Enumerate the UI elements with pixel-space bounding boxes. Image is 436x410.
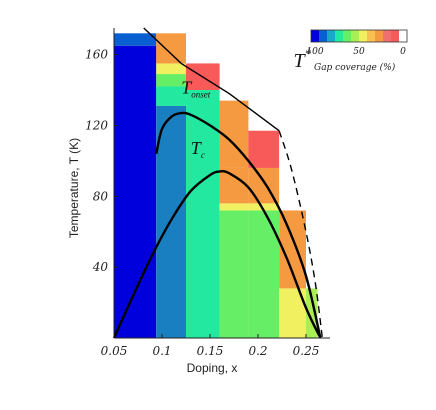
legend-tick-label: 50 [353, 47, 365, 57]
x-tick-label: 0.05 [101, 344, 128, 358]
curve-label: Tc [191, 138, 205, 160]
legend-colorbar-border [310, 29, 408, 43]
coverage-cell [219, 210, 249, 338]
y-tick-label: 80 [93, 189, 109, 203]
coverage-cell [114, 33, 157, 46]
series-line [278, 130, 324, 339]
series-line [143, 27, 280, 132]
legend-swatch [375, 30, 384, 42]
legend-swatch [367, 30, 376, 42]
annotations: T* Tonset Tc [181, 46, 311, 160]
curve-label: T* [294, 46, 312, 72]
coverage-cell [156, 33, 186, 64]
coverage-cell [156, 63, 186, 75]
x-tick-label: 0.15 [197, 344, 224, 358]
legend-tick-label: 100 [306, 47, 323, 57]
y-tick-label: 160 [85, 48, 108, 62]
series-line [112, 170, 322, 339]
legend-swatch [327, 30, 336, 42]
legend-swatch [319, 30, 328, 42]
curves [112, 27, 324, 339]
legend-swatch [391, 30, 400, 42]
series-line [155, 111, 322, 339]
legend-swatch [351, 30, 360, 42]
y-axis-label: Temperature, T (K) [67, 138, 81, 238]
y-tick-label: 40 [92, 260, 109, 274]
x-ticks: 0.05 0.1 0.15 0.2 0.25 [101, 334, 320, 358]
legend-swatch [343, 30, 352, 42]
coverage-cell [186, 132, 220, 338]
legend-swatch [335, 30, 344, 42]
coverage-cell [219, 167, 249, 204]
coverage-cell [248, 130, 280, 168]
x-axis-label: Doping, x [187, 361, 238, 375]
legend-swatch [383, 30, 392, 42]
x-tick-label: 0.2 [248, 344, 267, 358]
legend-ticks: 100 50 0 [306, 47, 406, 57]
y-tick-label: 120 [85, 118, 108, 132]
legend-title: Gap coverage (%) [314, 62, 396, 73]
heatmap-cells [114, 33, 318, 338]
legend-swatch [399, 30, 408, 42]
coverage-cell [156, 74, 186, 87]
x-tick-label: 0.25 [293, 344, 320, 358]
coverage-cell [156, 86, 186, 106]
legend-swatch [359, 30, 368, 42]
curve-label: Tonset [181, 78, 211, 100]
axes [113, 28, 330, 339]
legend-tick-label: 0 [400, 47, 406, 57]
x-tick-label: 0.1 [152, 344, 171, 358]
coverage-cell [219, 203, 249, 211]
legend-colorbar [311, 30, 408, 42]
coverage-cell [186, 90, 220, 133]
y-ticks: 40 80 120 160 [85, 48, 118, 274]
coverage-cell [248, 203, 280, 211]
legend: 100 50 0 Gap coverage (%) [306, 29, 408, 73]
legend-swatch [311, 30, 320, 42]
coverage-cell [306, 288, 318, 338]
